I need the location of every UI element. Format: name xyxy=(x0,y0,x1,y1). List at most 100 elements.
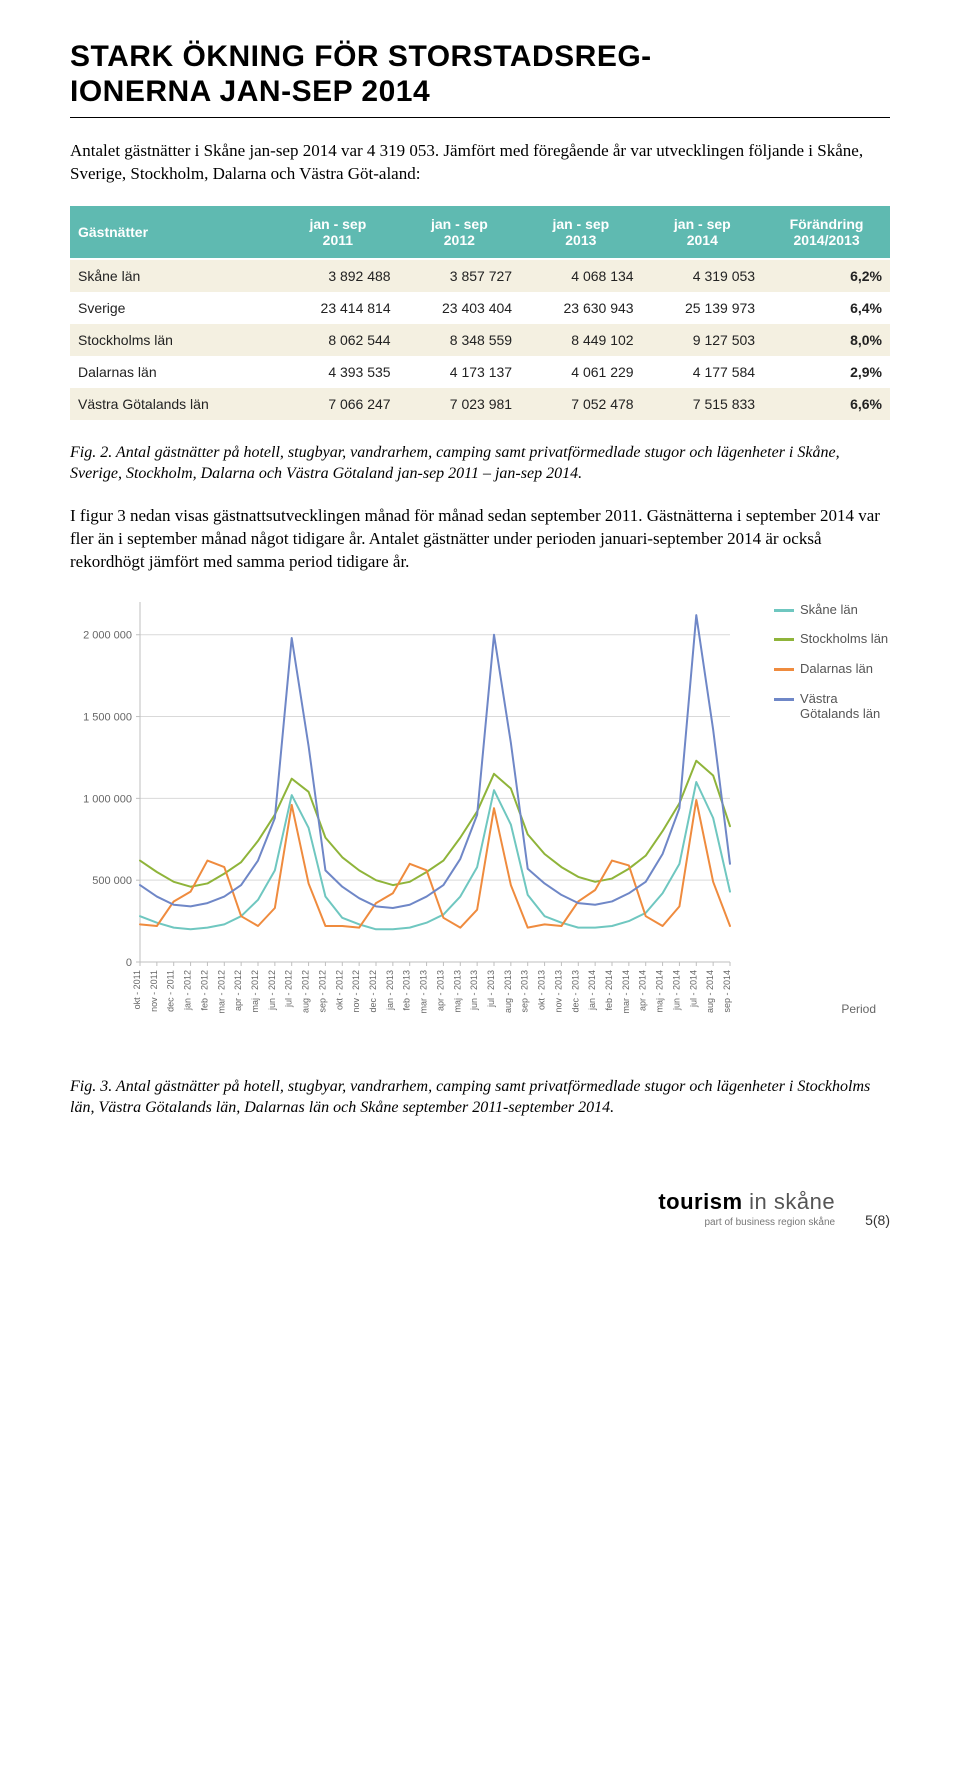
svg-text:nov - 2012: nov - 2012 xyxy=(351,970,361,1013)
page-footer: tourism in skåne part of business region… xyxy=(70,1189,890,1228)
svg-text:mar - 2014: mar - 2014 xyxy=(621,970,631,1014)
svg-text:maj - 2012: maj - 2012 xyxy=(250,970,260,1013)
table-row: Västra Götalands län7 066 2477 023 9817 … xyxy=(70,388,890,420)
intro-paragraph: Antalet gästnätter i Skåne jan-sep 2014 … xyxy=(70,140,890,186)
row-value: 4 177 584 xyxy=(642,356,763,388)
row-value: 4 393 535 xyxy=(277,356,398,388)
svg-text:okt - 2011: okt - 2011 xyxy=(132,970,142,1009)
svg-text:jan - 2012: jan - 2012 xyxy=(183,970,193,1011)
logo-bold: tourism xyxy=(658,1189,742,1214)
svg-text:1 000 000: 1 000 000 xyxy=(83,793,132,805)
row-value: 4 068 134 xyxy=(520,259,641,292)
figure-3-caption: Fig. 3. Antal gästnätter på hotell, stug… xyxy=(70,1076,890,1119)
table-header-cell: jan - sep2014 xyxy=(642,206,763,259)
svg-text:2 000 000: 2 000 000 xyxy=(83,630,132,642)
table-header-cell: Förändring2014/2013 xyxy=(763,206,890,259)
table-header-cell: jan - sep2012 xyxy=(399,206,520,259)
legend-label: Stockholms län xyxy=(800,631,888,647)
svg-text:jun - 2012: jun - 2012 xyxy=(267,970,277,1011)
guest-nights-table: Gästnätterjan - sep2011jan - sep2012jan … xyxy=(70,206,890,420)
legend-item: Västra Götalands län xyxy=(774,691,890,722)
title-line-1: STARK ÖKNING FÖR STORSTADSREG- xyxy=(70,40,652,73)
row-value: 8 062 544 xyxy=(277,324,398,356)
legend-swatch xyxy=(774,609,794,612)
row-value: 3 892 488 xyxy=(277,259,398,292)
logo-light: in skåne xyxy=(743,1189,836,1214)
row-change: 6,4% xyxy=(763,292,890,324)
svg-text:maj - 2013: maj - 2013 xyxy=(452,970,462,1013)
title-rule xyxy=(70,117,890,118)
logo-subtitle: part of business region skåne xyxy=(658,1217,835,1228)
svg-text:feb - 2013: feb - 2013 xyxy=(402,970,412,1011)
row-value: 7 023 981 xyxy=(399,388,520,420)
svg-text:jul - 2013: jul - 2013 xyxy=(486,970,496,1008)
legend-label: Dalarnas län xyxy=(800,661,873,677)
svg-text:jul - 2014: jul - 2014 xyxy=(688,970,698,1008)
svg-text:aug - 2013: aug - 2013 xyxy=(503,970,513,1013)
row-value: 7 515 833 xyxy=(642,388,763,420)
line-chart: 0500 0001 000 0001 500 0002 000 000okt -… xyxy=(70,592,890,1052)
legend-label: Västra Götalands län xyxy=(800,691,890,722)
row-value: 4 061 229 xyxy=(520,356,641,388)
svg-text:1 500 000: 1 500 000 xyxy=(83,711,132,723)
legend-label: Skåne län xyxy=(800,602,858,618)
table-header-cell: jan - sep2013 xyxy=(520,206,641,259)
table-body: Skåne län3 892 4883 857 7274 068 1344 31… xyxy=(70,259,890,420)
svg-text:mar - 2012: mar - 2012 xyxy=(216,970,226,1014)
row-label: Sverige xyxy=(70,292,277,324)
page-number: 5(8) xyxy=(865,1212,890,1228)
paragraph-2: I figur 3 nedan visas gästnattsutvecklin… xyxy=(70,505,890,574)
row-change: 6,6% xyxy=(763,388,890,420)
table-header-cell: jan - sep2011 xyxy=(277,206,398,259)
table-row: Dalarnas län4 393 5354 173 1374 061 2294… xyxy=(70,356,890,388)
row-label: Västra Götalands län xyxy=(70,388,277,420)
row-value: 23 403 404 xyxy=(399,292,520,324)
row-value: 8 348 559 xyxy=(399,324,520,356)
svg-text:okt - 2012: okt - 2012 xyxy=(334,970,344,1010)
legend-swatch xyxy=(774,698,794,701)
svg-text:feb - 2014: feb - 2014 xyxy=(604,970,614,1011)
footer-logo: tourism in skåne part of business region… xyxy=(658,1189,835,1228)
svg-text:jul - 2012: jul - 2012 xyxy=(284,970,294,1008)
row-change: 6,2% xyxy=(763,259,890,292)
row-value: 3 857 727 xyxy=(399,259,520,292)
svg-text:jun - 2014: jun - 2014 xyxy=(671,970,681,1011)
row-value: 23 414 814 xyxy=(277,292,398,324)
row-value: 25 139 973 xyxy=(642,292,763,324)
table-head: Gästnätterjan - sep2011jan - sep2012jan … xyxy=(70,206,890,259)
row-value: 4 319 053 xyxy=(642,259,763,292)
svg-text:mar - 2013: mar - 2013 xyxy=(419,970,429,1014)
row-label: Stockholms län xyxy=(70,324,277,356)
page-title: STARK ÖKNING FÖR STORSTADSREG- IONERNA J… xyxy=(70,40,890,109)
row-value: 9 127 503 xyxy=(642,324,763,356)
legend-item: Dalarnas län xyxy=(774,661,890,677)
row-change: 8,0% xyxy=(763,324,890,356)
table-row: Stockholms län8 062 5448 348 5598 449 10… xyxy=(70,324,890,356)
svg-text:apr - 2014: apr - 2014 xyxy=(638,970,648,1011)
table-row: Sverige23 414 81423 403 40423 630 94325 … xyxy=(70,292,890,324)
legend-item: Skåne län xyxy=(774,602,890,618)
svg-text:feb - 2012: feb - 2012 xyxy=(199,970,209,1011)
row-label: Dalarnas län xyxy=(70,356,277,388)
svg-text:dec - 2011: dec - 2011 xyxy=(166,970,176,1012)
title-line-2: IONERNA JAN-SEP 2014 xyxy=(70,75,430,108)
row-value: 7 052 478 xyxy=(520,388,641,420)
table-header-cell: Gästnätter xyxy=(70,206,277,259)
row-change: 2,9% xyxy=(763,356,890,388)
svg-text:maj - 2014: maj - 2014 xyxy=(655,970,665,1013)
svg-text:aug - 2014: aug - 2014 xyxy=(705,970,715,1013)
svg-text:sep - 2014: sep - 2014 xyxy=(722,970,732,1013)
svg-text:dec - 2013: dec - 2013 xyxy=(570,970,580,1013)
line-chart-container: 0500 0001 000 0001 500 0002 000 000okt -… xyxy=(70,592,890,1052)
row-label: Skåne län xyxy=(70,259,277,292)
figure-2-caption: Fig. 2. Antal gästnätter på hotell, stug… xyxy=(70,442,890,485)
legend-swatch xyxy=(774,668,794,671)
svg-text:sep - 2013: sep - 2013 xyxy=(520,970,530,1013)
row-value: 23 630 943 xyxy=(520,292,641,324)
svg-text:nov - 2013: nov - 2013 xyxy=(553,970,563,1013)
chart-legend: Skåne län Stockholms län Dalarnas län Västr… xyxy=(774,602,890,736)
svg-text:aug - 2012: aug - 2012 xyxy=(301,970,311,1013)
svg-text:apr - 2013: apr - 2013 xyxy=(435,970,445,1011)
svg-text:jan - 2013: jan - 2013 xyxy=(385,970,395,1011)
svg-text:jun - 2013: jun - 2013 xyxy=(469,970,479,1011)
